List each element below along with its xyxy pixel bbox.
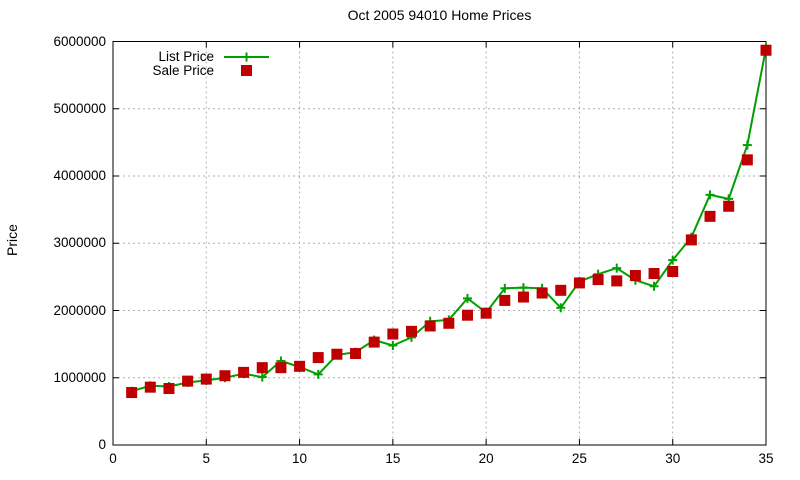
- chart-title: Oct 2005 94010 Home Prices: [347, 7, 532, 23]
- sale-price-square-marker: [406, 325, 418, 337]
- sale-price-square-marker: [238, 366, 250, 378]
- x-tick-label: 0: [109, 451, 117, 466]
- sale-price-square-marker: [331, 348, 343, 360]
- sale-price-square-marker: [200, 373, 212, 385]
- y-tick-label: 4000000: [53, 168, 106, 183]
- x-tick-label: 10: [292, 451, 308, 466]
- y-tick-label: 1000000: [53, 369, 106, 385]
- sale-price-square-marker: [573, 277, 585, 289]
- legend-label-sale-price: Sale Price: [152, 63, 214, 78]
- x-tick-label: 35: [758, 451, 774, 466]
- sale-price-square-marker: [219, 370, 231, 382]
- sale-price-square-marker: [163, 383, 175, 395]
- x-tick-label: 5: [202, 451, 211, 466]
- y-tick-label: 3000000: [53, 235, 106, 251]
- x-tick-label: 15: [385, 451, 401, 466]
- sale-price-square-marker: [517, 291, 529, 303]
- sale-price-square-marker: [629, 270, 641, 282]
- sale-price-square-marker: [499, 294, 511, 306]
- sale-price-square-marker: [312, 352, 324, 364]
- sale-price-square-marker: [723, 200, 735, 212]
- x-tick-label: 25: [571, 451, 587, 466]
- sale-price-square-marker: [275, 362, 287, 374]
- y-tick-label: 5000000: [53, 100, 106, 116]
- sale-price-square-marker: [667, 265, 679, 277]
- sale-price-square-marker: [368, 336, 380, 348]
- list-price-line: [131, 48, 767, 393]
- sale-price-square-marker: [741, 154, 753, 166]
- sale-price-square-marker: [648, 268, 660, 280]
- sale-price-square-marker: [350, 348, 362, 360]
- y-tick-label: 6000000: [53, 33, 106, 49]
- sale-price-square-marker: [760, 44, 772, 56]
- sale-price-square-marker: [685, 234, 697, 246]
- sale-price-square-marker: [424, 320, 436, 332]
- sale-price-square-marker: [144, 381, 156, 393]
- sale-price-square-marker: [555, 284, 567, 296]
- sale-price-square-marker: [182, 375, 194, 387]
- sale-price-square-marker: [536, 287, 548, 299]
- legend-sample-sale-price-square: [241, 65, 252, 76]
- y-tick-label: 0: [98, 437, 106, 452]
- sale-price-square-marker: [704, 210, 716, 222]
- legend-label-list-price: List Price: [158, 49, 214, 64]
- sale-price-square-marker: [480, 307, 492, 319]
- y-tick-label: 2000000: [53, 302, 106, 318]
- sale-price-square-marker: [592, 274, 604, 286]
- x-tick-label: 20: [478, 451, 494, 466]
- sale-price-square-marker: [256, 362, 268, 374]
- sale-price-square-marker: [443, 317, 455, 329]
- sale-price-square-marker: [387, 328, 399, 340]
- x-tick-label: 30: [665, 451, 681, 466]
- sale-price-square-marker: [126, 387, 138, 399]
- sale-price-square-marker: [611, 275, 623, 287]
- sale-price-square-marker: [294, 360, 306, 372]
- sale-price-square-marker: [461, 309, 473, 321]
